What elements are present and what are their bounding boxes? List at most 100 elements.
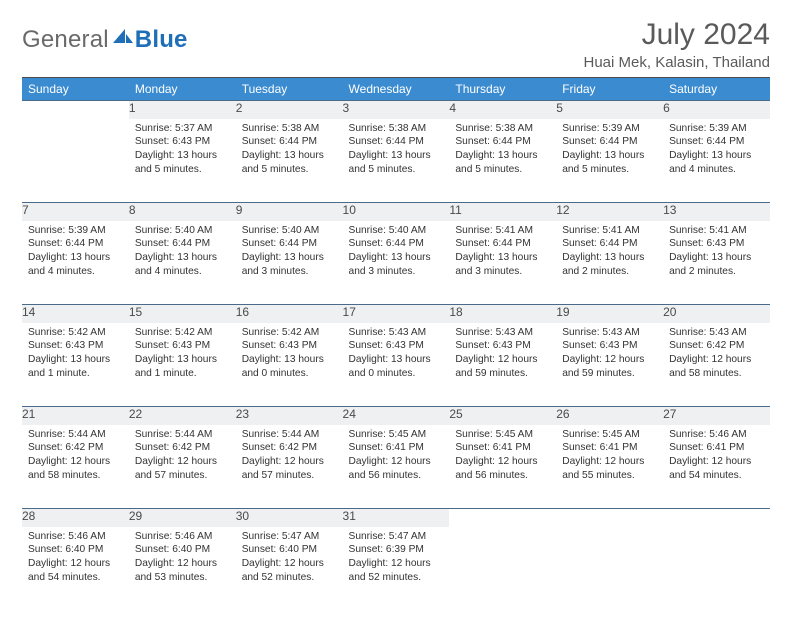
- day-cell: Sunrise: 5:42 AMSunset: 6:43 PMDaylight:…: [129, 323, 236, 407]
- sunrise-line: Sunrise: 5:38 AM: [242, 122, 337, 136]
- day-cell: Sunrise: 5:46 AMSunset: 6:40 PMDaylight:…: [22, 527, 129, 611]
- daylight-line: Daylight: 13 hours and 0 minutes.: [349, 353, 444, 381]
- weekday-header: Sunday: [22, 78, 129, 101]
- sunset-line: Sunset: 6:43 PM: [455, 339, 550, 353]
- day-cell: Sunrise: 5:45 AMSunset: 6:41 PMDaylight:…: [343, 425, 450, 509]
- day-cell: Sunrise: 5:41 AMSunset: 6:44 PMDaylight:…: [556, 221, 663, 305]
- day-number-cell: 27: [663, 407, 770, 425]
- day-number-cell: 25: [449, 407, 556, 425]
- day-number-cell: 29: [129, 509, 236, 527]
- sunset-line: Sunset: 6:39 PM: [349, 543, 444, 557]
- daylight-line: Daylight: 12 hours and 54 minutes.: [28, 557, 123, 585]
- day-number-cell: 8: [129, 203, 236, 221]
- day-number-cell: 19: [556, 305, 663, 323]
- day-number-cell: 20: [663, 305, 770, 323]
- daylight-line: Daylight: 12 hours and 58 minutes.: [669, 353, 764, 381]
- day-number-cell: 11: [449, 203, 556, 221]
- day-cell-content: Sunrise: 5:43 AMSunset: 6:42 PMDaylight:…: [663, 323, 770, 387]
- day-cell-content: Sunrise: 5:47 AMSunset: 6:39 PMDaylight:…: [343, 527, 450, 591]
- day-cell: Sunrise: 5:46 AMSunset: 6:40 PMDaylight:…: [129, 527, 236, 611]
- daylight-line: Daylight: 12 hours and 59 minutes.: [562, 353, 657, 381]
- sunset-line: Sunset: 6:40 PM: [135, 543, 230, 557]
- day-number-cell: 28: [22, 509, 129, 527]
- day-cell: [556, 527, 663, 611]
- sunset-line: Sunset: 6:41 PM: [349, 441, 444, 455]
- day-cell-content: Sunrise: 5:37 AMSunset: 6:43 PMDaylight:…: [129, 119, 236, 183]
- sunrise-line: Sunrise: 5:47 AM: [242, 530, 337, 544]
- sunrise-line: Sunrise: 5:42 AM: [242, 326, 337, 340]
- daylight-line: Daylight: 12 hours and 52 minutes.: [242, 557, 337, 585]
- day-cell-content: Sunrise: 5:44 AMSunset: 6:42 PMDaylight:…: [129, 425, 236, 489]
- sunset-line: Sunset: 6:44 PM: [455, 237, 550, 251]
- day-cell: Sunrise: 5:47 AMSunset: 6:39 PMDaylight:…: [343, 527, 450, 611]
- daylight-line: Daylight: 13 hours and 3 minutes.: [242, 251, 337, 279]
- sunrise-line: Sunrise: 5:42 AM: [135, 326, 230, 340]
- weekday-header: Friday: [556, 78, 663, 101]
- daylight-line: Daylight: 13 hours and 4 minutes.: [669, 149, 764, 177]
- day-cell-content: Sunrise: 5:45 AMSunset: 6:41 PMDaylight:…: [556, 425, 663, 489]
- day-cell-content: Sunrise: 5:41 AMSunset: 6:44 PMDaylight:…: [556, 221, 663, 285]
- weekday-header: Monday: [129, 78, 236, 101]
- calendar-body: 123456Sunrise: 5:37 AMSunset: 6:43 PMDay…: [22, 101, 770, 611]
- sunrise-line: Sunrise: 5:42 AM: [28, 326, 123, 340]
- day-content-row: Sunrise: 5:46 AMSunset: 6:40 PMDaylight:…: [22, 527, 770, 611]
- daylight-line: Daylight: 13 hours and 5 minutes.: [135, 149, 230, 177]
- sunrise-line: Sunrise: 5:40 AM: [349, 224, 444, 238]
- day-number-cell: 2: [236, 101, 343, 119]
- daylight-line: Daylight: 12 hours and 57 minutes.: [242, 455, 337, 483]
- day-cell: Sunrise: 5:39 AMSunset: 6:44 PMDaylight:…: [663, 119, 770, 203]
- day-cell-content: Sunrise: 5:43 AMSunset: 6:43 PMDaylight:…: [449, 323, 556, 387]
- day-cell-content: Sunrise: 5:46 AMSunset: 6:41 PMDaylight:…: [663, 425, 770, 489]
- day-cell-content: Sunrise: 5:38 AMSunset: 6:44 PMDaylight:…: [449, 119, 556, 183]
- daylight-line: Daylight: 13 hours and 1 minute.: [28, 353, 123, 381]
- sunset-line: Sunset: 6:44 PM: [562, 237, 657, 251]
- day-number-cell: 1: [129, 101, 236, 119]
- day-cell-content: Sunrise: 5:41 AMSunset: 6:43 PMDaylight:…: [663, 221, 770, 285]
- day-number-cell: 4: [449, 101, 556, 119]
- day-cell-content: Sunrise: 5:42 AMSunset: 6:43 PMDaylight:…: [236, 323, 343, 387]
- daylight-line: Daylight: 13 hours and 3 minutes.: [349, 251, 444, 279]
- day-number-row: 21222324252627: [22, 407, 770, 425]
- day-cell-content: Sunrise: 5:39 AMSunset: 6:44 PMDaylight:…: [22, 221, 129, 285]
- logo-text-left: General: [22, 26, 109, 54]
- daylight-line: Daylight: 12 hours and 53 minutes.: [135, 557, 230, 585]
- weekday-header: Tuesday: [236, 78, 343, 101]
- day-cell: [22, 119, 129, 203]
- day-cell-content: Sunrise: 5:45 AMSunset: 6:41 PMDaylight:…: [343, 425, 450, 489]
- sunset-line: Sunset: 6:44 PM: [28, 237, 123, 251]
- sunrise-line: Sunrise: 5:43 AM: [562, 326, 657, 340]
- day-number-cell: 14: [22, 305, 129, 323]
- calendar-table: SundayMondayTuesdayWednesdayThursdayFrid…: [22, 78, 770, 611]
- sunrise-line: Sunrise: 5:45 AM: [349, 428, 444, 442]
- day-number-cell: 24: [343, 407, 450, 425]
- day-cell: Sunrise: 5:38 AMSunset: 6:44 PMDaylight:…: [449, 119, 556, 203]
- sunrise-line: Sunrise: 5:41 AM: [669, 224, 764, 238]
- day-cell: Sunrise: 5:40 AMSunset: 6:44 PMDaylight:…: [236, 221, 343, 305]
- day-cell-content: Sunrise: 5:38 AMSunset: 6:44 PMDaylight:…: [236, 119, 343, 183]
- daylight-line: Daylight: 13 hours and 5 minutes.: [455, 149, 550, 177]
- day-cell: [449, 527, 556, 611]
- sunset-line: Sunset: 6:43 PM: [562, 339, 657, 353]
- day-number-cell: 3: [343, 101, 450, 119]
- daylight-line: Daylight: 13 hours and 0 minutes.: [242, 353, 337, 381]
- sunset-line: Sunset: 6:41 PM: [562, 441, 657, 455]
- day-cell-content: Sunrise: 5:41 AMSunset: 6:44 PMDaylight:…: [449, 221, 556, 285]
- sunset-line: Sunset: 6:44 PM: [349, 135, 444, 149]
- day-content-row: Sunrise: 5:42 AMSunset: 6:43 PMDaylight:…: [22, 323, 770, 407]
- day-content-row: Sunrise: 5:37 AMSunset: 6:43 PMDaylight:…: [22, 119, 770, 203]
- day-cell-content: Sunrise: 5:44 AMSunset: 6:42 PMDaylight:…: [236, 425, 343, 489]
- weekday-header-row: SundayMondayTuesdayWednesdayThursdayFrid…: [22, 78, 770, 101]
- day-number-cell: 9: [236, 203, 343, 221]
- day-number-cell: 26: [556, 407, 663, 425]
- day-cell-content: Sunrise: 5:40 AMSunset: 6:44 PMDaylight:…: [343, 221, 450, 285]
- day-cell: Sunrise: 5:47 AMSunset: 6:40 PMDaylight:…: [236, 527, 343, 611]
- day-number-cell: [663, 509, 770, 527]
- sunset-line: Sunset: 6:43 PM: [28, 339, 123, 353]
- day-number-row: 14151617181920: [22, 305, 770, 323]
- day-content-row: Sunrise: 5:44 AMSunset: 6:42 PMDaylight:…: [22, 425, 770, 509]
- day-cell-content: Sunrise: 5:46 AMSunset: 6:40 PMDaylight:…: [129, 527, 236, 591]
- title-block: July 2024 Huai Mek, Kalasin, Thailand: [584, 18, 771, 71]
- daylight-line: Daylight: 12 hours and 58 minutes.: [28, 455, 123, 483]
- day-number-cell: 10: [343, 203, 450, 221]
- day-number-cell: 6: [663, 101, 770, 119]
